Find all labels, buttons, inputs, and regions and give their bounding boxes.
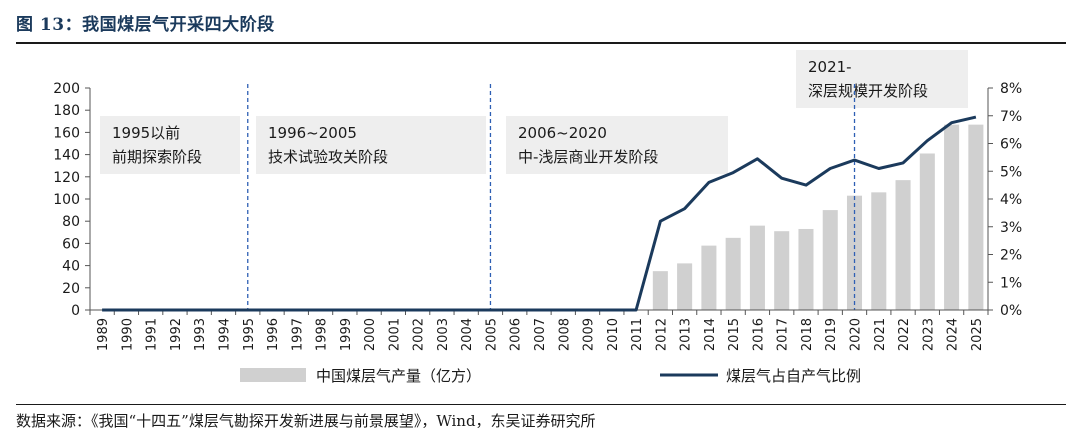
bar: [677, 263, 693, 310]
x-tick-label: 2011: [630, 318, 645, 351]
x-tick-label: 2019: [824, 318, 839, 351]
x-tick-label: 2001: [387, 318, 402, 351]
bar: [798, 228, 814, 310]
y-left-tick-label: 40: [62, 259, 80, 275]
y-right-tick-label: 3%: [1000, 220, 1022, 236]
x-tick-label: 1991: [145, 318, 160, 351]
legend-line-label: 煤层气占自产气比例: [726, 367, 861, 385]
x-tick-label: 2015: [727, 318, 742, 351]
bar: [652, 271, 668, 310]
x-tick-label: 2010: [606, 318, 621, 351]
x-tick-label: 1996: [266, 318, 281, 351]
y-left-tick-label: 60: [62, 236, 80, 252]
x-tick-label: 1998: [315, 318, 330, 351]
x-tick-label: 1989: [96, 318, 111, 351]
stage-name: 深层规模开发阶段: [808, 82, 928, 100]
x-tick-label: 1994: [217, 318, 232, 351]
figure-title: 图 13：我国煤层气开采四大阶段: [16, 15, 275, 35]
x-tick-label: 2013: [679, 318, 694, 351]
x-tick-label: 2009: [582, 318, 597, 351]
x-tick-label: 2023: [921, 318, 936, 351]
stage-period: 2021-: [808, 58, 852, 76]
x-tick-label: 2020: [849, 318, 864, 351]
x-tick-label: 2018: [800, 318, 815, 351]
x-tick-label: 2024: [946, 318, 961, 351]
x-tick-label: 2025: [970, 318, 985, 351]
y-right-tick-label: 5%: [1000, 164, 1022, 180]
y-right-tick-label: 4%: [1000, 192, 1022, 208]
y-left-tick-label: 120: [53, 170, 80, 186]
bar: [895, 180, 911, 310]
title-rule: [16, 42, 1066, 44]
x-tick-label: 2021: [873, 318, 888, 351]
legend-bar-swatch: [240, 368, 306, 382]
stage-box: [100, 116, 240, 174]
stage-name: 前期探索阶段: [112, 148, 202, 166]
x-tick-label: 1995: [242, 318, 257, 351]
source-rule: [16, 404, 1066, 405]
x-tick-label: 2016: [751, 318, 766, 351]
x-tick-label: 2002: [412, 318, 427, 351]
x-tick-label: 2012: [654, 318, 669, 351]
x-tick-label: 1993: [193, 318, 208, 351]
x-tick-label: 2007: [533, 318, 548, 351]
stage-name: 中-浅层商业开发阶段: [518, 148, 658, 166]
y-left-tick-label: 80: [62, 214, 80, 230]
bar: [725, 237, 741, 310]
x-tick-label: 2017: [776, 318, 791, 351]
y-left-tick-label: 20: [62, 281, 80, 297]
bar-layer: [652, 124, 984, 310]
legend-bar-label: 中国煤层气产量（亿方）: [316, 367, 481, 385]
x-tick-label: 2008: [557, 318, 572, 351]
stage-box: [506, 116, 728, 174]
y-left-tick-label: 0: [71, 303, 80, 319]
bar: [749, 225, 765, 310]
stage-box: [256, 116, 486, 174]
divider-layer: [247, 84, 856, 310]
y-right-tick-label: 8%: [1000, 81, 1022, 97]
x-tick-label: 2005: [484, 318, 499, 351]
bar: [822, 210, 838, 310]
y-right-tick-label: 1%: [1000, 275, 1022, 291]
y-left-tick-label: 180: [53, 103, 80, 119]
stage-period: 1995以前: [112, 124, 180, 142]
axis-layer: 0 20 40 60 80 100 120 140 160 180 200 0% 1% 2% 3% 4% 5% 6…: [53, 81, 1022, 351]
stage-period: 1996~2005: [268, 124, 357, 142]
y-left-tick-label: 200: [53, 81, 80, 97]
x-tick-label: 1999: [339, 318, 354, 351]
y-right-tick-label: 2%: [1000, 248, 1022, 264]
y-left-tick-label: 140: [53, 148, 80, 164]
bar: [774, 231, 790, 310]
y-right-tick-label: 6%: [1000, 137, 1022, 153]
x-tick-label: 1990: [120, 318, 135, 351]
x-tick-label: 2004: [460, 318, 475, 351]
y-right-tick-label: 7%: [1000, 109, 1022, 125]
x-tick-label: 1992: [169, 318, 184, 351]
line-layer: [102, 115, 977, 312]
bar: [919, 153, 935, 310]
x-tick-label: 2014: [703, 318, 718, 351]
x-tick-label: 2022: [897, 318, 912, 351]
stage-box: [796, 50, 968, 108]
ratio-line: [102, 115, 977, 312]
bar: [944, 124, 960, 310]
legend-layer: 中国煤层气产量（亿方） 煤层气占自产气比例: [240, 367, 861, 385]
source-note: 数据来源：《我国“十四五”煤层气勘探开发新进展与前景展望》，Wind，东吴证券研…: [16, 412, 596, 430]
bar: [968, 124, 984, 310]
x-tick-label: 2003: [436, 318, 451, 351]
bar: [701, 245, 717, 310]
x-tick-label: 2000: [363, 318, 378, 351]
y-left-tick-label: 100: [53, 192, 80, 208]
stage-period: 2006~2020: [518, 124, 607, 142]
y-left-tick-label: 160: [53, 125, 80, 141]
y-right-tick-label: 0%: [1000, 303, 1022, 319]
x-tick-label: 1997: [290, 318, 305, 351]
bar: [871, 192, 887, 310]
x-tick-label: 2006: [509, 318, 524, 351]
stage-name: 技术试验攻关阶段: [268, 148, 388, 166]
